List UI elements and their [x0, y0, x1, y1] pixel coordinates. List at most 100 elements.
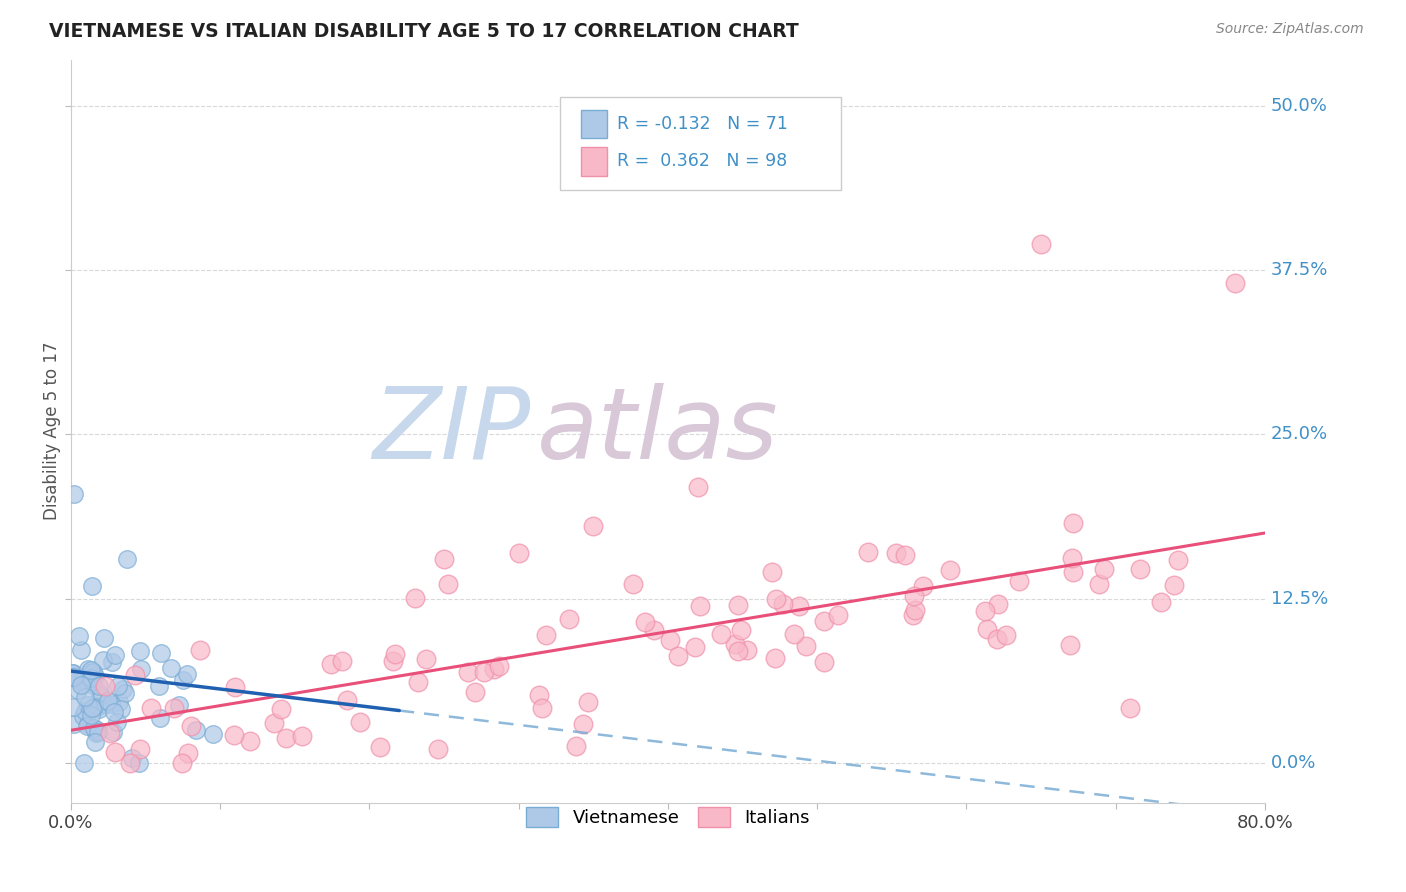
- Point: [67, 683, 90, 698]
- Point: [572, 716, 595, 731]
- Point: [1167, 553, 1189, 567]
- Point: [527, 689, 550, 703]
- Point: [73, 704, 96, 718]
- Point: [149, 646, 172, 660]
- Point: [97, 694, 120, 708]
- Point: [98, 726, 121, 740]
- Point: [90, 690, 112, 704]
- Point: [474, 665, 496, 679]
- Point: [1119, 701, 1142, 715]
- Point: [408, 675, 430, 690]
- Point: [772, 598, 794, 612]
- Point: [69, 643, 91, 657]
- Point: [730, 623, 752, 637]
- Point: [995, 628, 1018, 642]
- Point: [330, 654, 353, 668]
- Point: [89, 687, 111, 701]
- Point: [117, 552, 139, 566]
- Point: [1129, 562, 1152, 576]
- Point: [368, 739, 391, 754]
- Point: [110, 702, 132, 716]
- Point: [488, 658, 510, 673]
- Point: [813, 614, 835, 628]
- Point: [974, 604, 997, 618]
- Point: [84, 725, 107, 739]
- Point: [904, 602, 927, 616]
- Point: [1163, 578, 1185, 592]
- Point: [484, 662, 506, 676]
- Point: [179, 718, 201, 732]
- Point: [893, 548, 915, 562]
- Point: [813, 656, 835, 670]
- Point: [1060, 551, 1083, 566]
- Point: [457, 665, 479, 679]
- Point: [987, 597, 1010, 611]
- Point: [1008, 574, 1031, 589]
- Point: [60, 670, 83, 684]
- Point: [149, 711, 172, 725]
- Point: [1149, 595, 1171, 609]
- Point: [239, 733, 262, 747]
- Point: [80, 700, 103, 714]
- Point: [336, 693, 359, 707]
- Point: [986, 632, 1008, 647]
- Point: [787, 599, 810, 613]
- Point: [270, 702, 292, 716]
- Point: [184, 723, 207, 738]
- Legend: Vietnamese, Italians: Vietnamese, Italians: [519, 800, 817, 834]
- Point: [82, 579, 104, 593]
- Point: [727, 598, 749, 612]
- Point: [62, 665, 84, 680]
- Point: [77, 665, 100, 680]
- Point: [87, 725, 110, 739]
- Point: [60, 666, 83, 681]
- Point: [77, 698, 100, 713]
- Point: [884, 546, 907, 560]
- Point: [903, 589, 925, 603]
- Point: [381, 654, 404, 668]
- Point: [939, 563, 962, 577]
- Point: [100, 697, 122, 711]
- Point: [129, 662, 152, 676]
- Point: [70, 677, 93, 691]
- Point: [433, 552, 456, 566]
- Point: [794, 640, 817, 654]
- Point: [190, 643, 212, 657]
- Text: atlas: atlas: [537, 383, 778, 480]
- Point: [82, 665, 104, 680]
- Point: [77, 662, 100, 676]
- Point: [80, 664, 103, 678]
- Text: R =  0.362   N = 98: R = 0.362 N = 98: [617, 153, 787, 170]
- Point: [73, 690, 96, 704]
- Point: [129, 742, 152, 756]
- Point: [121, 751, 143, 765]
- Point: [1223, 276, 1246, 290]
- Point: [105, 715, 128, 730]
- Point: [139, 700, 162, 714]
- Point: [86, 700, 108, 714]
- Text: VIETNAMESE VS ITALIAN DISABILITY AGE 5 TO 17 CORRELATION CHART: VIETNAMESE VS ITALIAN DISABILITY AGE 5 T…: [49, 22, 799, 41]
- Point: [349, 714, 371, 729]
- Point: [911, 579, 934, 593]
- Point: [72, 756, 94, 771]
- Point: [83, 735, 105, 749]
- Point: [735, 642, 758, 657]
- Point: [658, 633, 681, 648]
- Point: [83, 721, 105, 735]
- Point: [724, 637, 747, 651]
- Point: [148, 679, 170, 693]
- Point: [172, 756, 194, 771]
- Point: [69, 674, 91, 689]
- Point: [94, 679, 117, 693]
- Point: [94, 697, 117, 711]
- FancyBboxPatch shape: [581, 147, 607, 176]
- Point: [464, 685, 486, 699]
- Point: [62, 700, 84, 714]
- Point: [80, 671, 103, 685]
- Point: [621, 577, 644, 591]
- Point: [582, 519, 605, 533]
- Point: [763, 651, 786, 665]
- Point: [104, 745, 127, 759]
- Text: 25.0%: 25.0%: [1271, 425, 1329, 443]
- Point: [686, 480, 709, 494]
